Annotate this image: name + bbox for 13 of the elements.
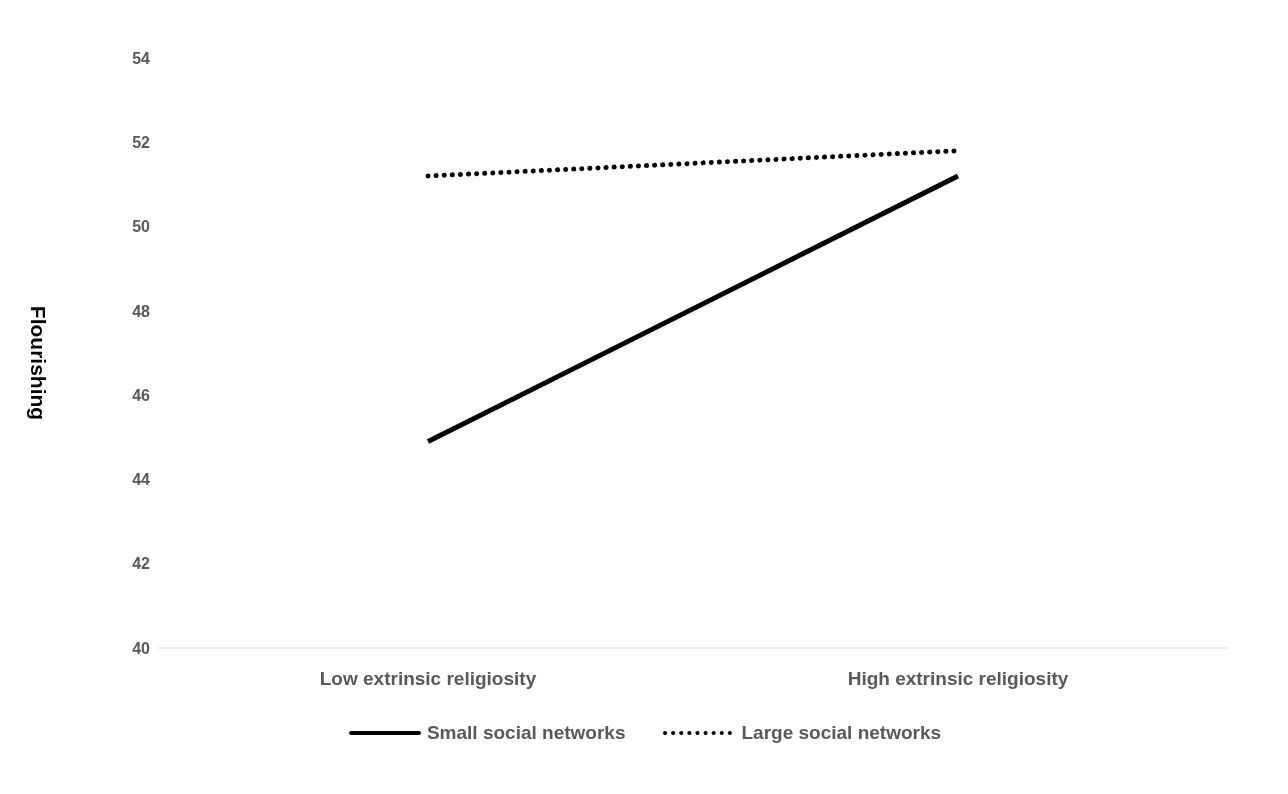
y-tick-label: 40 [132,639,151,657]
legend-label: Small social networks [426,722,626,744]
y-tick-label: 48 [132,302,151,320]
y-tick-label: 50 [132,218,151,236]
legend-label: Large social networks [741,722,942,744]
y-axis-title: Flourishing [26,305,51,421]
y-tick-label: 52 [132,133,151,151]
y-tick-label: 54 [132,49,151,67]
x-tick-label: Low extrinsic religiosity [319,668,537,690]
x-tick-label: High extrinsic religiosity [847,668,1069,690]
y-tick-label: 46 [132,386,151,404]
y-tick-label: 44 [132,471,151,489]
y-tick-label: 42 [132,555,151,573]
